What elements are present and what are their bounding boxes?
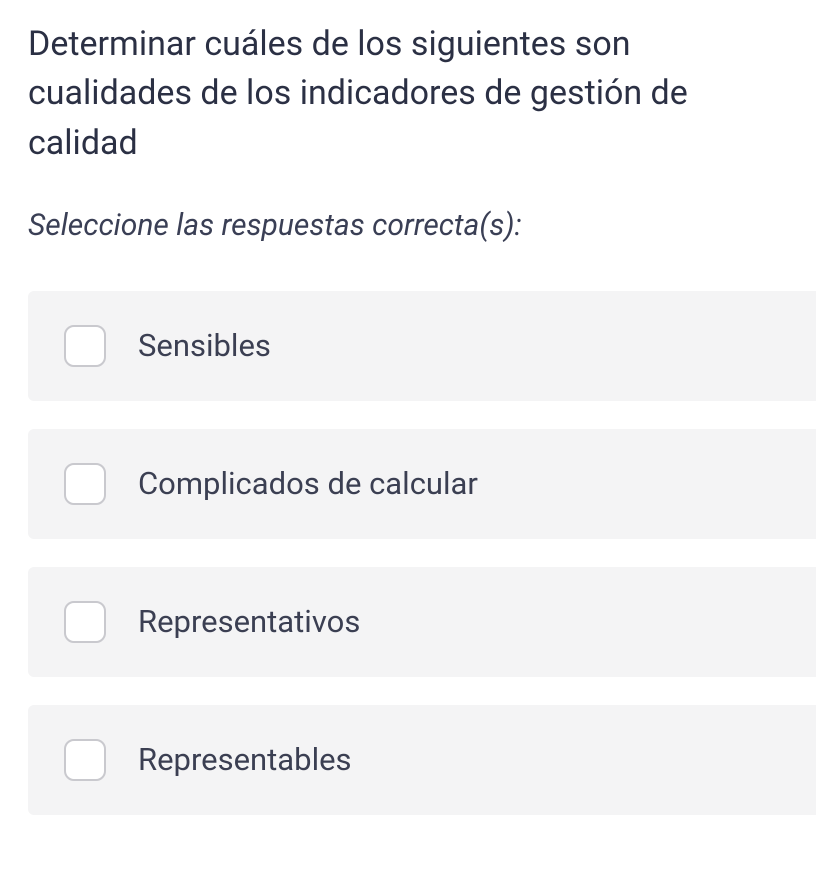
question-instruction: Seleccione las respuestas correcta(s): xyxy=(28,208,816,243)
option-label: Complicados de calcular xyxy=(138,465,478,502)
question-text: Determinar cuáles de los siguientes son … xyxy=(28,20,816,168)
option-item[interactable]: Complicados de calcular xyxy=(28,429,816,539)
option-item[interactable]: Representativos xyxy=(28,567,816,677)
checkbox[interactable] xyxy=(64,463,106,505)
option-item[interactable]: Sensibles xyxy=(28,291,816,401)
options-list: Sensibles Complicados de calcular Repres… xyxy=(28,291,816,815)
option-label: Representativos xyxy=(138,603,360,640)
checkbox[interactable] xyxy=(64,601,106,643)
option-label: Sensibles xyxy=(138,327,271,364)
checkbox[interactable] xyxy=(64,325,106,367)
option-label: Representables xyxy=(138,741,352,778)
option-item[interactable]: Representables xyxy=(28,705,816,815)
checkbox[interactable] xyxy=(64,739,106,781)
